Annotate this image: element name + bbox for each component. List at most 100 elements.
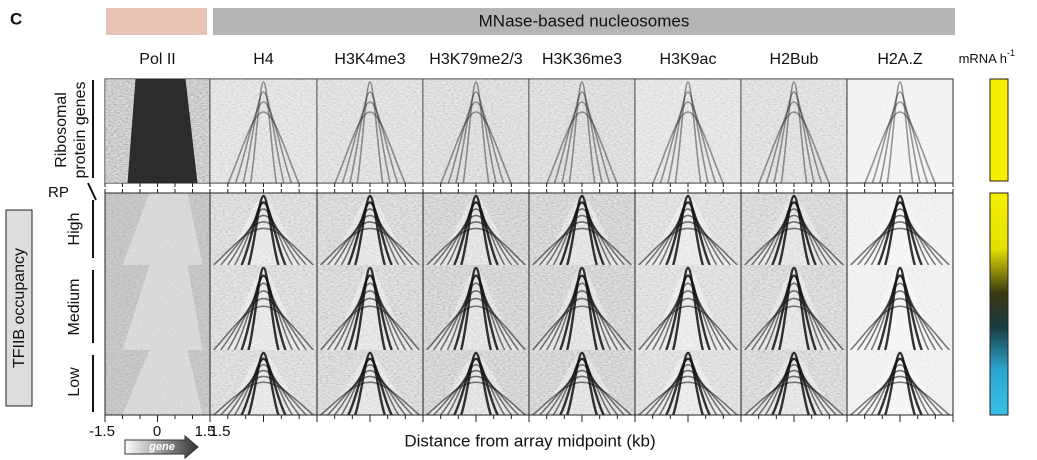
nucleosome-track (658, 363, 718, 416)
nucleosome-track (453, 357, 499, 416)
nucleosome-track (879, 91, 921, 184)
nucleosome-track (884, 194, 916, 266)
nucleosome-track (439, 214, 513, 266)
nucleosome-track (850, 381, 950, 416)
axis-title: Distance from array midpoint (kb) (404, 431, 655, 450)
nucleosome-track (453, 274, 499, 351)
nucleosome-track (545, 214, 619, 266)
mrna-bar-top (989, 78, 1009, 182)
heatmap-noise (847, 79, 953, 183)
nucleosome-track (333, 214, 407, 266)
nucleosome-track (333, 369, 407, 416)
nucleosome-track (566, 194, 598, 266)
nucleosome-track (665, 274, 711, 351)
nucleosome-track (459, 266, 493, 351)
nucleosome-track (539, 221, 625, 266)
nucleosome-track (240, 274, 287, 351)
nucleosome-track (532, 305, 632, 351)
nucleosome-track (227, 214, 300, 266)
nucleosome-track (545, 290, 619, 351)
column-label: H3K4me3 (334, 51, 405, 68)
nucleosome-track (672, 194, 704, 266)
nucleosome-track (220, 375, 307, 416)
polii-signal (122, 265, 203, 350)
heatmap-noise (529, 265, 635, 350)
nucleosome-track (247, 266, 280, 351)
heatmap-noise (635, 79, 741, 183)
nucleosome-track (777, 266, 811, 351)
nucleosome-track (652, 111, 724, 184)
nucleosome-track (764, 208, 824, 266)
nucleosome-track (453, 201, 499, 266)
nucleosome-track (857, 221, 943, 266)
column-label: H3K9ac (660, 51, 717, 68)
column-label: H2Bub (770, 51, 819, 68)
tick-label: 1.5 (195, 423, 216, 440)
heatmap-noise (741, 265, 847, 350)
nucleosome-track (333, 290, 407, 351)
nucleosome-track (884, 351, 916, 416)
nucleosome-track (327, 375, 413, 416)
column-label: Pol II (139, 51, 175, 68)
nucleosome-track (220, 297, 307, 351)
nucleosome-track (744, 227, 844, 266)
bracket (87, 182, 97, 201)
nucleosome-track (439, 369, 513, 416)
nucleosome-track (644, 297, 732, 351)
nucleosome-track (213, 381, 314, 416)
heatmap-noise (317, 79, 423, 183)
nucleosome-track (773, 91, 815, 184)
nucleosome-track (340, 208, 400, 266)
nucleosome-track (460, 351, 492, 416)
level-label: High (66, 213, 83, 246)
nucleosome-track (240, 201, 287, 266)
nucleosome-track (233, 208, 294, 266)
nucleosome-track (354, 351, 386, 416)
gene-label: gene (148, 441, 175, 453)
nucleosome-track (870, 282, 930, 351)
nucleosome-track (334, 111, 406, 184)
heatmap-noise (529, 79, 635, 183)
nucleosome-track (426, 305, 526, 351)
nucleosome-track (565, 266, 599, 351)
nucleosome-track (227, 369, 300, 416)
column-label: H3K36me3 (542, 51, 622, 68)
nucleosome-track (446, 208, 506, 266)
rp-label: RP (48, 184, 69, 201)
nucleosome-track (850, 227, 950, 266)
nucleosome-track (758, 111, 830, 184)
nucleosome-track (353, 266, 387, 351)
heatmap-noise (635, 265, 741, 350)
nucleosome-track (667, 91, 709, 184)
nucleosome-track (433, 375, 519, 416)
nucleosome-track (665, 357, 711, 416)
nucleosome-track (220, 221, 307, 266)
nucleosome-track (462, 81, 490, 184)
nucleosome-track (744, 305, 844, 351)
nucleosome-track (240, 357, 287, 416)
nucleosome-track (638, 381, 738, 416)
heatmap-noise (317, 265, 423, 350)
nucleosome-track (864, 111, 936, 184)
heatmap-noise (210, 79, 317, 183)
nucleosome-track (426, 227, 526, 266)
nucleosome-track (426, 381, 526, 416)
nucleosome-track (658, 208, 718, 266)
nucleosome-track (645, 375, 731, 416)
polii-signal (122, 350, 203, 415)
nucleosome-track (347, 357, 393, 416)
mnase-header-bar (213, 8, 955, 35)
nucleosome-track (671, 266, 705, 351)
nucleosome-track (877, 274, 923, 351)
nucleosome-track (744, 381, 844, 416)
nucleosome-track (340, 282, 400, 351)
nucleosome-track (877, 357, 923, 416)
nucleosome-track (545, 369, 619, 416)
nucleosome-track (638, 305, 738, 351)
nucleosome-track (320, 305, 420, 351)
tick-label: -1.5 (89, 423, 115, 440)
nucleosome-track (320, 227, 420, 266)
nucleosome-track (658, 282, 718, 351)
group-box (5, 209, 33, 407)
